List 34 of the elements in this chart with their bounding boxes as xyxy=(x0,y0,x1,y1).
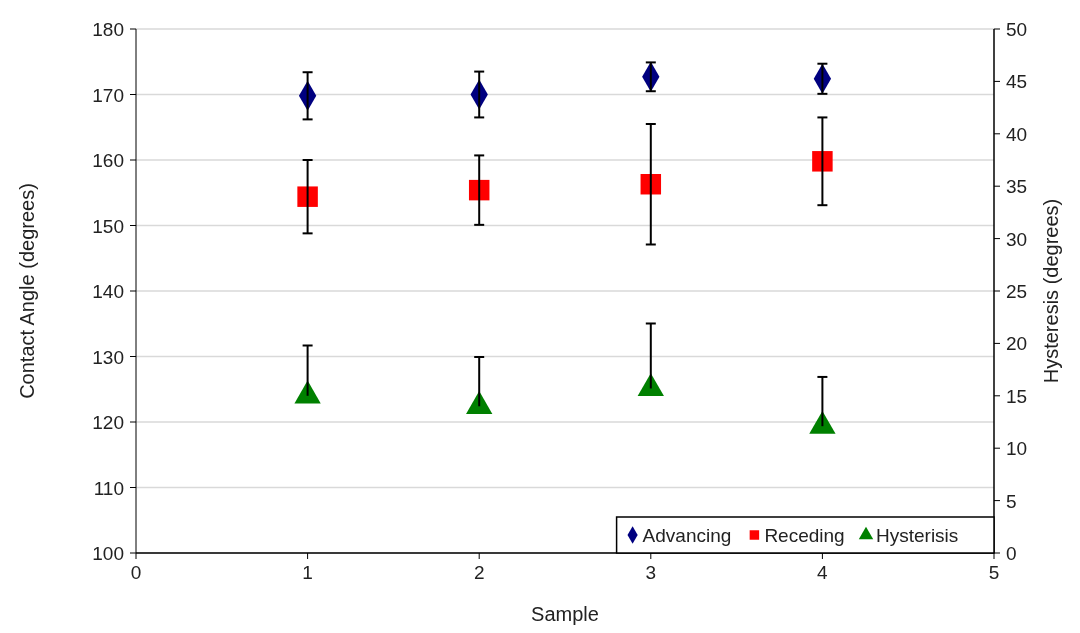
y2-tick-label: 50 xyxy=(1006,19,1028,40)
y2-tick-label: 0 xyxy=(1006,543,1017,564)
y2-tick-label: 5 xyxy=(1006,490,1017,512)
y2-tick-label: 35 xyxy=(1006,176,1028,198)
x-tick-label: 2 xyxy=(473,562,485,583)
x-tick-label: 5 xyxy=(988,562,1000,583)
y-tick-label: 100 xyxy=(92,543,124,564)
x-tick-label: 3 xyxy=(645,562,657,583)
x-axis-title: Sample xyxy=(531,603,599,625)
y-tick-label: 150 xyxy=(92,215,124,237)
legend-label: Hysterisis xyxy=(876,525,959,546)
y2-tick-label: 10 xyxy=(1006,438,1028,460)
y2-tick-label: 25 xyxy=(1006,281,1028,302)
y-tick-label: 160 xyxy=(92,150,124,171)
point xyxy=(812,151,833,172)
y-tick-label: 180 xyxy=(92,19,124,40)
y2-tick-label: 30 xyxy=(1006,228,1028,250)
y2-tick-label: 15 xyxy=(1006,385,1028,407)
y-tick-label: 130 xyxy=(92,346,124,368)
y-axis-title: Contact Angle (degrees) xyxy=(16,183,38,399)
y2-tick-label: 40 xyxy=(1006,123,1028,145)
y-tick-label: 170 xyxy=(92,84,124,106)
legend-label: Advancing xyxy=(642,525,732,546)
y-tick-label: 110 xyxy=(93,477,124,499)
y-tick-label: 140 xyxy=(92,281,124,302)
point xyxy=(297,186,318,207)
x-tick-label: 4 xyxy=(817,562,829,583)
legend-label: Receding xyxy=(764,525,845,546)
y2-axis-title: Hysteresis (degrees) xyxy=(1040,198,1062,384)
y-tick-label: 120 xyxy=(92,412,124,433)
x-tick-label: 0 xyxy=(130,562,142,583)
y2-tick-label: 45 xyxy=(1006,71,1028,93)
x-tick-label: 1 xyxy=(302,562,313,583)
y2-tick-label: 20 xyxy=(1006,333,1028,355)
